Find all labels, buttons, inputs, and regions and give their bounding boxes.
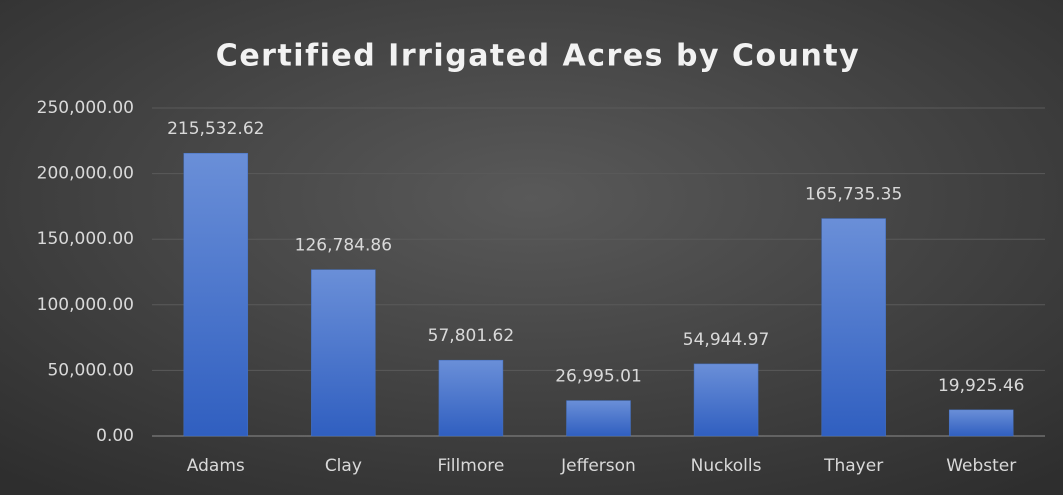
y-tick-label: 100,000.00 [37,295,134,315]
data-label: 126,784.86 [295,236,392,256]
data-label: 57,801.62 [428,326,515,346]
y-tick-label: 200,000.00 [37,164,134,184]
x-tick-label: Thayer [823,456,883,476]
x-tick-label: Fillmore [438,456,505,476]
bar [948,409,1014,437]
y-tick-label: 50,000.00 [47,360,134,380]
y-tick-label: 0.00 [96,426,134,446]
data-label: 215,532.62 [167,119,264,139]
x-tick-label: Adams [187,456,245,476]
bar [183,152,249,437]
bar [438,359,504,437]
x-tick-label: Clay [325,456,362,476]
x-tick-label: Nuckolls [691,456,762,476]
data-label: 54,944.97 [683,330,770,350]
bar [566,400,631,437]
y-tick-label: 250,000.00 [37,98,134,118]
bar [311,269,376,437]
x-tick-label: Webster [946,456,1016,476]
x-tick-label: Jefferson [560,456,636,476]
data-label: 26,995.01 [555,367,642,387]
bar [821,218,886,437]
data-label: 165,735.35 [805,185,902,205]
y-tick-label: 150,000.00 [37,229,134,249]
bar [693,363,759,437]
chart-title: Certified Irrigated Acres by County [216,39,860,74]
data-label: 19,925.46 [938,376,1025,396]
